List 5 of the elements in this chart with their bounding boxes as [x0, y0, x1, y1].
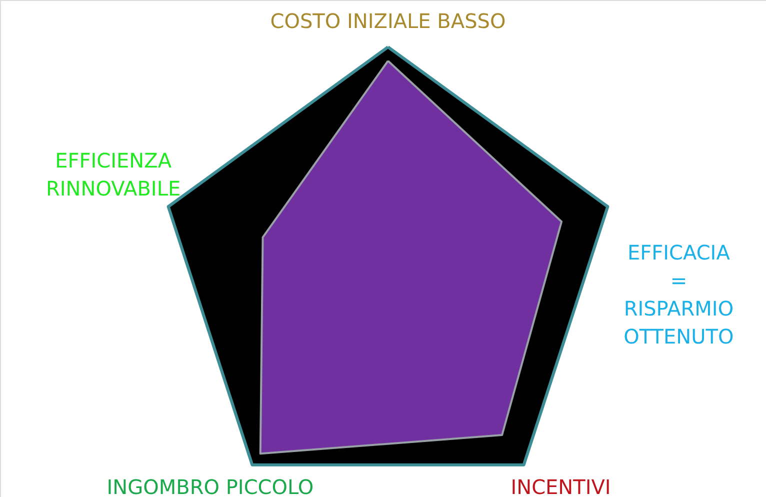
spoke-label: INCENTIVI: [510, 474, 611, 497]
spoke-label: EFFICACIA = RISPARMIO OTTENUTO: [624, 240, 734, 349]
spoke-label: INGOMBRO PICCOLO: [106, 474, 314, 497]
spoke-label: COSTO INIZIALE BASSO: [270, 9, 506, 33]
spoke-label: EFFICIENZA RINNOVABILE: [46, 148, 181, 201]
